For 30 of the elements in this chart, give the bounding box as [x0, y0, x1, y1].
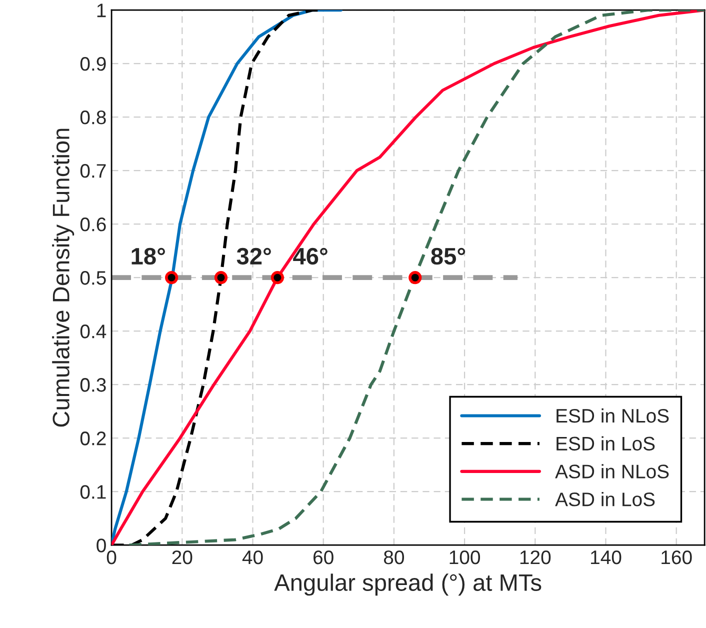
- legend-label: ESD in NLoS: [556, 408, 669, 423]
- y-tick-label: 0.9: [80, 57, 106, 71]
- y-tick-label: 0.2: [80, 432, 106, 446]
- legend-label: ASD in LoS: [555, 492, 655, 506]
- x-tick-label: 0: [106, 550, 116, 564]
- x-tick-label: 160: [662, 550, 692, 564]
- x-tick-label: 120: [520, 550, 551, 564]
- y-tick-label: 0.5: [80, 271, 106, 285]
- annotation: 85°: [431, 248, 466, 265]
- y-tick-label: 1: [97, 4, 106, 18]
- x-tick-label: 60: [314, 550, 334, 564]
- y-axis-title: Cumulative Density Function: [52, 128, 74, 427]
- x-tick-label: 40: [242, 550, 263, 564]
- x-tick-label: 20: [172, 550, 192, 564]
- legend-label: ESD in LoS: [556, 436, 655, 451]
- x-tick-label: 80: [384, 550, 404, 564]
- y-tick-label: 0.1: [80, 485, 106, 499]
- x-tick-label: 140: [591, 550, 622, 564]
- y-tick-label: 0.6: [80, 218, 106, 232]
- annotation: 32°: [236, 248, 271, 265]
- x-tick-label: 100: [450, 550, 480, 564]
- y-tick-label: 0.7: [80, 164, 106, 178]
- x-axis-title: Angular spread (°) at MTs: [274, 574, 542, 596]
- annotation: 18°: [132, 248, 165, 265]
- annotation: 46°: [293, 248, 328, 265]
- legend-label: ASD in NLoS: [555, 464, 669, 478]
- y-tick-label: 0: [96, 538, 106, 552]
- y-tick-label: 0.8: [80, 110, 106, 124]
- y-tick-label: 0.4: [80, 324, 106, 338]
- y-tick-label: 0.3: [80, 378, 106, 392]
